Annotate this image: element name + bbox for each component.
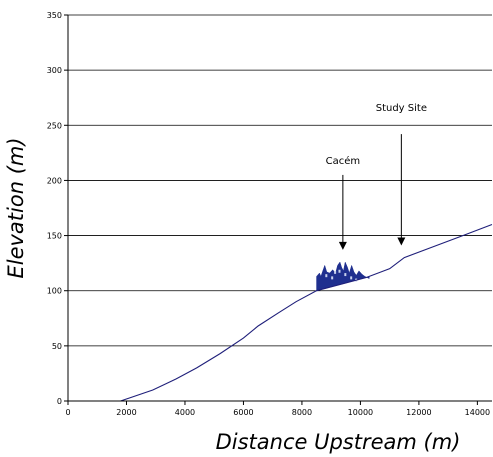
town-window-3 [344, 273, 347, 277]
x-axis-title: Distance Upstream (m) [216, 430, 461, 454]
y-tick-label-50: 50 [52, 342, 62, 351]
annotations: Cacém Study Site [326, 103, 427, 250]
town-block [316, 261, 370, 292]
x-tick-label-4000: 4000 [175, 408, 195, 417]
tick-labels: 0 50 100 150 200 250 300 350 0 2000 4000 6000 8000 10… [47, 11, 490, 417]
x-tick-label-10000: 10000 [348, 408, 373, 417]
y-tick-label-100: 100 [47, 287, 62, 296]
town-skyline [316, 261, 370, 292]
y-tick-label-350: 350 [47, 11, 62, 20]
x-tick-label-2000: 2000 [116, 408, 136, 417]
y-tick-label-250: 250 [47, 121, 62, 130]
axes [64, 14, 492, 405]
x-tick-label-12000: 12000 [406, 408, 431, 417]
town-window-2 [338, 269, 341, 273]
gridlines [68, 14, 492, 347]
x-tick-label-8000: 8000 [292, 408, 312, 417]
x-tick-label-14000: 14000 [465, 408, 490, 417]
annotation-arrowhead-1 [397, 237, 406, 246]
y-tick-label-200: 200 [47, 176, 62, 185]
town-window-0 [325, 274, 328, 278]
town-window-4 [350, 276, 353, 280]
x-tick-label-0: 0 [65, 408, 70, 417]
town-window-6 [334, 270, 337, 274]
y-tick-label-0: 0 [57, 397, 62, 406]
annotation-arrowhead-0 [338, 241, 347, 250]
town-window-1 [331, 276, 334, 280]
y-tick-label-300: 300 [47, 66, 62, 75]
series-line-0 [120, 223, 493, 402]
series-layer [120, 223, 493, 402]
annotation-label-1: Study Site [376, 103, 427, 114]
y-axis-title: Elevation (m) [4, 137, 28, 278]
annotation-label-0: Cacém [326, 155, 361, 167]
y-tick-label-150: 150 [47, 232, 62, 241]
x-tick-label-6000: 6000 [233, 408, 253, 417]
